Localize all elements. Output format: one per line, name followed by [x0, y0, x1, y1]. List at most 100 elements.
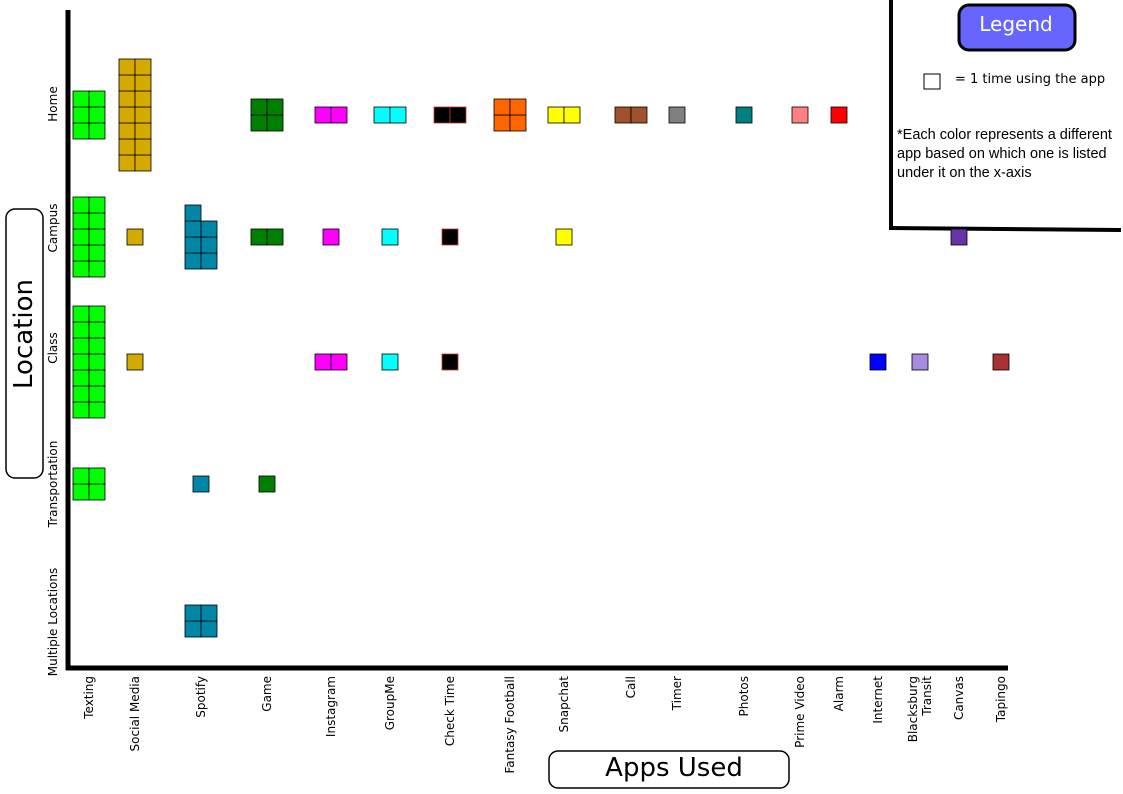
icon-home-social-media-3	[118, 138, 136, 156]
icon-home-alarm-1	[830, 106, 848, 124]
icon-class-texting-1	[72, 401, 90, 419]
icon-campus-spotify-2	[200, 252, 218, 270]
icon-home-groupme-2	[389, 106, 407, 124]
app-label-canvas: Canvas	[952, 676, 966, 720]
app-label-timer: Timer	[670, 676, 684, 711]
app-label-groupme: GroupMe	[383, 676, 397, 730]
icon-campus-spotify-4	[200, 236, 218, 254]
icon-campus-social-media-1	[126, 228, 144, 246]
icon-home-social-media-7	[118, 106, 136, 124]
app-label-fantasy-football: Fantasy Football	[503, 676, 517, 774]
icon-home-photos-1	[735, 106, 753, 124]
icon-campus-texting-2	[88, 260, 106, 278]
app-label-instagram: Instagram	[324, 676, 338, 737]
icon-home-texting-4	[88, 106, 106, 124]
icon-campus-spotify-5	[184, 220, 202, 238]
icon-home-game-2	[266, 114, 284, 132]
location-label-home: Home	[46, 86, 60, 121]
icon-home-social-media-4	[134, 138, 152, 156]
icon-home-social-media-1	[118, 154, 136, 172]
location-labels: Home Campus Class Transportation Multiple Lo…	[46, 86, 60, 676]
icon-campus-texting-9	[72, 196, 90, 214]
icon-home-social-media-13	[118, 58, 136, 76]
icon-campus-texting-8	[88, 212, 106, 230]
usage-icons	[72, 58, 1010, 638]
icon-campus-texting-1	[72, 260, 90, 278]
icon-class-check-time-1	[441, 353, 459, 371]
icon-home-social-media-10	[134, 90, 152, 108]
icon-class-texting-7	[72, 353, 90, 371]
legend-note-line-1: *Each color represents a different	[897, 127, 1112, 143]
icon-home-social-media-14	[134, 58, 152, 76]
app-label-snapchat: Snapchat	[557, 676, 571, 733]
legend-unit-text: = 1 time using the app	[955, 72, 1105, 87]
icon-home-texting-3	[72, 106, 90, 124]
icon-home-check-time-2	[449, 106, 467, 124]
icon-class-texting-14	[88, 305, 106, 323]
icon-home-prime-video-1	[791, 106, 809, 124]
legend: Legend = 1 time using the app *Each colo…	[897, 3, 1112, 181]
legend-note-line-3: under it on the x-axis	[897, 165, 1032, 181]
icon-home-fantasy-football-3	[493, 98, 511, 116]
icon-class-texting-8	[88, 353, 106, 371]
app-label-tapingo: Tapingo	[994, 676, 1008, 723]
icon-home-game-4	[266, 98, 284, 116]
app-label-check-time: Check Time	[443, 676, 457, 746]
icon-campus-texting-10	[88, 196, 106, 214]
icon-class-texting-5	[72, 369, 90, 387]
icon-multiple-locations-spotify-3	[184, 604, 202, 622]
icon-home-groupme-1	[373, 106, 391, 124]
icon-class-instagram-1	[314, 353, 332, 371]
icon-home-social-media-12	[134, 74, 152, 92]
icon-home-fantasy-football-2	[509, 114, 527, 132]
location-label-multiple-locations: Multiple Locations	[46, 568, 60, 677]
icon-home-social-media-11	[118, 74, 136, 92]
icon-home-texting-2	[88, 122, 106, 140]
legend-note-line-2: app based on which one is listed	[897, 146, 1107, 162]
icon-campus-texting-6	[88, 228, 106, 246]
icon-class-texting-12	[88, 321, 106, 339]
x-axis-title-box	[548, 750, 790, 789]
icon-class-texting-3	[72, 385, 90, 403]
icon-home-fantasy-football-4	[509, 98, 527, 116]
location-label-class: Class	[46, 332, 60, 364]
icon-home-instagram-1	[314, 106, 332, 124]
app-label-social-media: Social Media	[128, 676, 142, 751]
icon-home-social-media-5	[118, 122, 136, 140]
icon-transportation-texting-1	[72, 483, 90, 501]
icon-home-snapchat-2	[563, 106, 581, 124]
icon-transportation-texting-4	[88, 467, 106, 485]
icon-campus-spotify-6	[200, 220, 218, 238]
icon-multiple-locations-spotify-4	[200, 604, 218, 622]
icon-campus-spotify-1	[184, 252, 202, 270]
icon-multiple-locations-spotify-1	[184, 620, 202, 638]
legend-border-bottom	[888, 226, 1122, 232]
icon-campus-instagram-1	[322, 228, 340, 246]
icon-home-call-1	[614, 106, 632, 124]
icon-class-instagram-2	[330, 353, 348, 371]
app-label-alarm: Alarm	[832, 676, 846, 711]
legend-title-box	[957, 3, 1077, 52]
legend-unit-square	[923, 73, 941, 90]
icon-class-tapingo-1	[992, 353, 1010, 371]
app-label-internet: Internet	[871, 676, 885, 724]
icon-campus-texting-7	[72, 212, 90, 230]
icon-home-instagram-2	[330, 106, 348, 124]
icon-home-timer-1	[668, 106, 686, 124]
app-label-game: Game	[260, 676, 274, 712]
icon-home-snapchat-1	[547, 106, 565, 124]
icon-campus-texting-3	[72, 244, 90, 262]
icon-class-texting-4	[88, 385, 106, 403]
icon-campus-groupme-1	[381, 228, 399, 246]
icon-campus-game-2	[266, 228, 284, 246]
app-label-spotify: Spotify	[194, 676, 208, 718]
app-label-blacksburg-transit-line-2: Transit	[920, 676, 934, 717]
icon-class-social-media-1	[126, 353, 144, 371]
app-label-prime-video: Prime Video	[793, 676, 807, 748]
icon-class-groupme-1	[381, 353, 399, 371]
icon-class-texting-2	[88, 401, 106, 419]
icon-home-fantasy-football-1	[493, 114, 511, 132]
icon-home-texting-1	[72, 122, 90, 140]
app-labels: Texting Social Media Spotify Game Instagram G…	[82, 676, 1008, 774]
